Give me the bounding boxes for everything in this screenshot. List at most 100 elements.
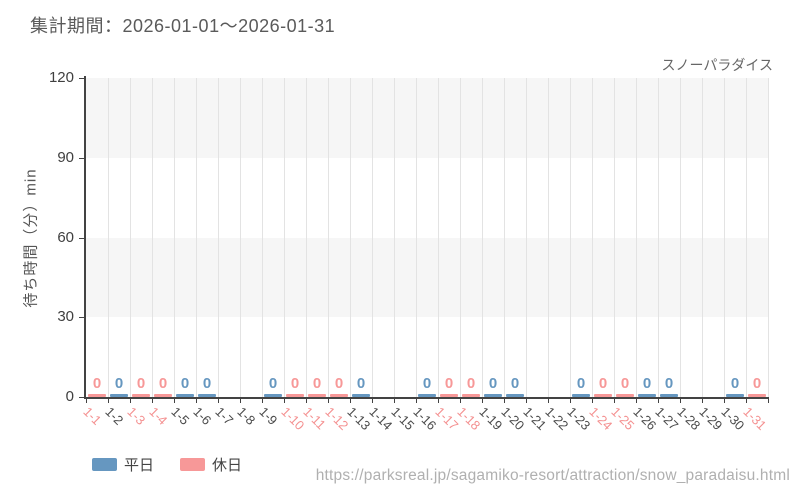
x-tick xyxy=(217,399,219,403)
y-tick xyxy=(79,237,84,239)
bar-weekday xyxy=(726,394,744,397)
bar-weekday xyxy=(638,394,656,397)
gridline xyxy=(723,78,725,397)
period-label: 集計期間：2026-01-01～2026-01-31 xyxy=(30,16,336,36)
x-axis-tick-label: 1-8 xyxy=(234,404,259,428)
legend-item-holiday: 休日 xyxy=(180,454,242,475)
gridline xyxy=(503,78,505,397)
x-axis-tick-label: 1-11 xyxy=(300,404,329,433)
x-tick xyxy=(305,399,307,403)
value-label: 0 xyxy=(290,375,300,392)
value-label: 0 xyxy=(598,375,608,392)
gridline xyxy=(239,78,241,397)
gridline xyxy=(767,78,769,397)
x-tick xyxy=(173,399,175,403)
x-axis-tick-label: 1-19 xyxy=(476,404,506,434)
x-tick xyxy=(415,399,417,403)
gridline xyxy=(525,78,527,397)
legend-swatch-holiday xyxy=(180,458,206,471)
gridline xyxy=(151,78,153,397)
gridline xyxy=(261,78,263,397)
value-label: 0 xyxy=(752,375,762,392)
x-tick xyxy=(767,399,769,403)
x-axis-tick-label: 1-12 xyxy=(322,404,352,434)
value-label: 0 xyxy=(730,375,740,392)
x-axis-tick-label: 1-24 xyxy=(586,404,616,434)
gridline xyxy=(569,78,571,397)
y-tick xyxy=(79,78,84,79)
gridline xyxy=(371,78,373,397)
bar-holiday xyxy=(286,394,304,397)
y-tick xyxy=(79,157,84,159)
gridline xyxy=(437,78,439,397)
gridline xyxy=(701,78,703,397)
y-axis-tick-label: 120 xyxy=(48,69,74,86)
value-label: 0 xyxy=(136,375,146,392)
gridline xyxy=(349,78,351,397)
plot-band xyxy=(86,157,768,238)
plot-band xyxy=(86,317,768,397)
value-label: 0 xyxy=(312,375,322,392)
value-label: 0 xyxy=(488,375,498,392)
x-axis-tick-label: 1-26 xyxy=(630,404,660,434)
y-axis-tick-label: 90 xyxy=(57,148,74,166)
plot-band xyxy=(86,78,768,158)
gridline xyxy=(129,78,131,397)
gridline xyxy=(591,78,593,397)
value-label: 0 xyxy=(334,375,344,392)
x-tick xyxy=(437,399,439,403)
value-label: 0 xyxy=(202,375,212,392)
x-axis-tick-label: 1-14 xyxy=(366,404,396,434)
legend-label-holiday: 休日 xyxy=(212,457,243,474)
x-tick xyxy=(723,399,725,403)
bar-weekday xyxy=(264,394,282,397)
plot-band xyxy=(86,237,768,318)
x-tick xyxy=(657,399,659,403)
bar-holiday xyxy=(154,394,172,397)
x-tick xyxy=(85,399,87,403)
bar-weekday xyxy=(352,394,370,397)
value-label: 0 xyxy=(422,375,432,392)
bar-holiday xyxy=(308,394,326,397)
gridline xyxy=(635,78,637,397)
x-axis-line xyxy=(84,397,769,399)
gridline xyxy=(283,78,285,397)
gridline xyxy=(613,78,615,397)
bar-holiday xyxy=(748,394,766,397)
x-tick xyxy=(393,399,395,403)
value-label: 0 xyxy=(444,375,454,392)
gridline xyxy=(415,78,417,397)
x-tick xyxy=(107,399,109,403)
gridline xyxy=(107,78,109,397)
value-label: 0 xyxy=(620,375,630,392)
gridline xyxy=(745,78,747,397)
x-tick xyxy=(327,399,329,403)
x-axis-tick-label: 1-6 xyxy=(190,404,215,428)
x-axis-tick-label: 1-3 xyxy=(124,404,149,428)
bar-weekday xyxy=(110,394,128,397)
bar-weekday xyxy=(418,394,436,397)
x-axis-tick-label: 1-9 xyxy=(256,404,281,428)
bar-holiday xyxy=(440,394,458,397)
x-tick xyxy=(503,399,505,403)
x-axis-tick-label: 1-28 xyxy=(674,404,704,434)
value-label: 0 xyxy=(180,375,190,392)
x-tick xyxy=(459,399,461,403)
x-tick xyxy=(547,399,549,403)
gridline xyxy=(195,78,197,397)
x-tick xyxy=(591,399,593,403)
x-axis-tick-label: 1-29 xyxy=(696,404,726,434)
y-axis-tick-label: 0 xyxy=(65,388,74,405)
bar-weekday xyxy=(506,394,524,397)
gridline xyxy=(305,78,307,397)
x-axis-tick-label: 1-23 xyxy=(564,404,594,434)
gridline xyxy=(217,78,219,397)
source-url: https://parksreal.jp/sagamiko-resort/att… xyxy=(315,467,790,484)
y-tick xyxy=(79,317,84,319)
x-tick xyxy=(151,399,153,403)
x-axis-tick-label: 1-2 xyxy=(102,404,127,428)
gridline xyxy=(173,78,175,397)
x-tick xyxy=(525,399,527,403)
